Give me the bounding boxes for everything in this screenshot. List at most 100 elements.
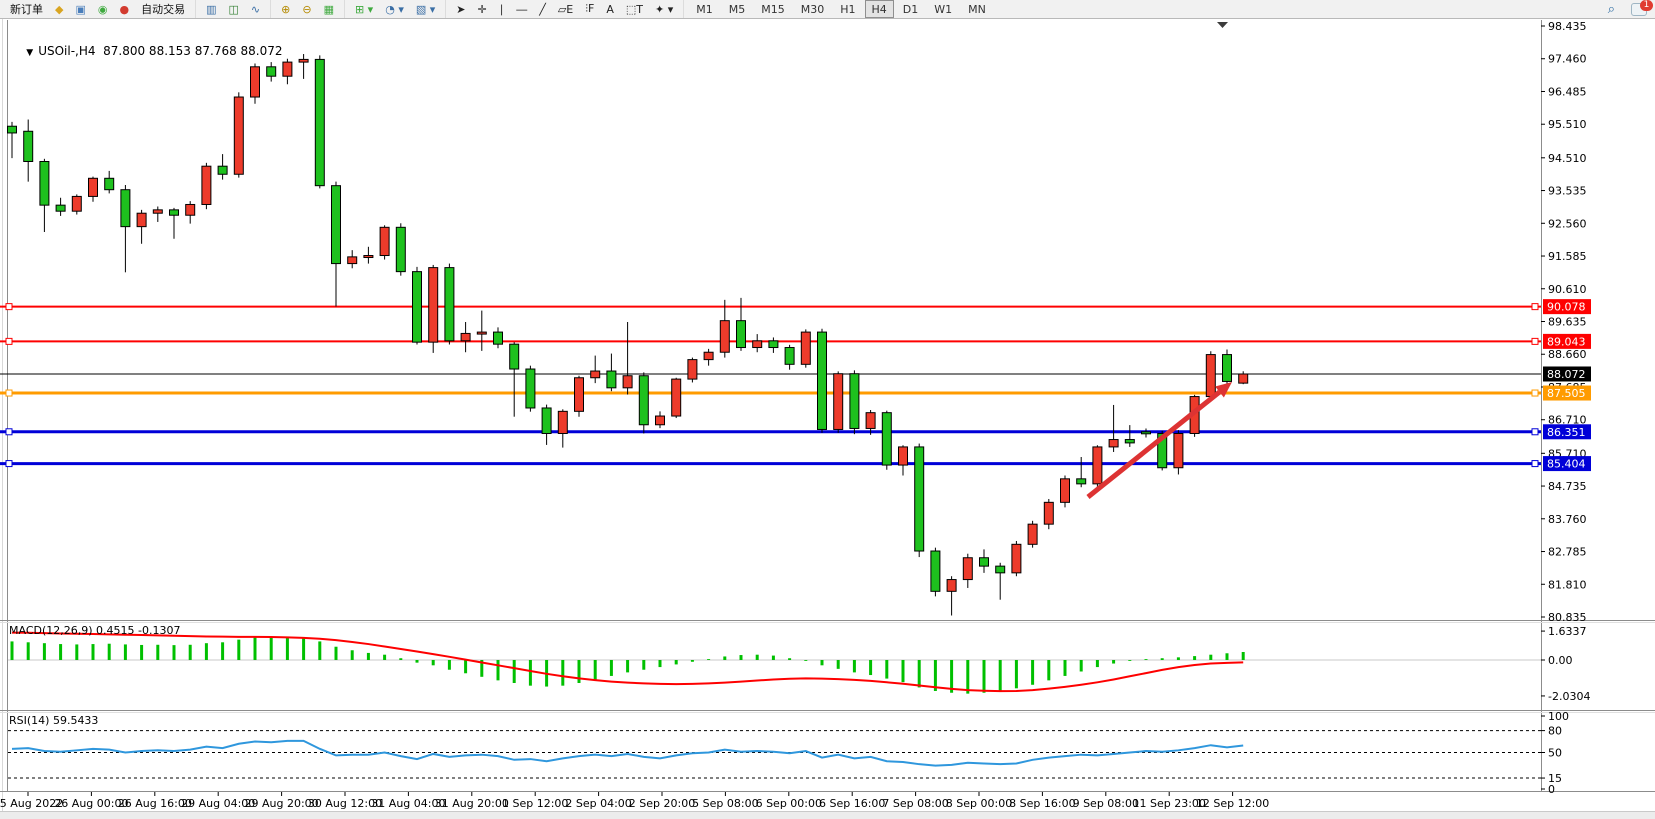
tile-windows-icon[interactable]: ▦ [323,2,334,16]
price-line-tag: 85.404 [1543,456,1591,472]
candle [217,154,228,180]
timeframe-h1[interactable]: H1 [840,2,856,16]
candle [622,322,633,395]
rsi-panel[interactable]: 100 80 50 150 [8,710,1569,796]
profiles-icon[interactable]: ◔ ▾ [385,2,404,16]
price-tick-label: 89.635 [1548,316,1587,329]
rsi-tick-label: 0 [1548,783,1555,796]
timeframe-m5[interactable]: M5 [728,2,746,16]
zoom-in-icon[interactable]: ⊕ [281,2,291,16]
new-order-button[interactable]: 新订单 [10,3,43,16]
candle [331,181,341,307]
timeframe-m15[interactable]: M15 [761,2,785,16]
candle [363,246,374,264]
symbol-title[interactable]: ▼ USOil-,H4 87.800 88.153 87.768 88.072 [11,30,282,72]
timeframe-m1[interactable]: M1 [696,2,713,16]
cursor-icon[interactable]: ➤ [456,2,466,16]
candle [1027,520,1038,548]
candlestick-chart-icon[interactable]: ◫ [228,2,239,16]
line-handle-marker [5,337,13,345]
candle [752,334,763,353]
symbol-dropdown-icon[interactable]: ▼ [26,48,34,58]
text-icon[interactable]: A [606,2,614,16]
text-label-icon[interactable]: ⬚T [625,2,643,16]
svg-text:88.072: 88.072 [1547,368,1586,381]
fibonacci-icon[interactable]: ⫶F [585,2,595,15]
autotrade-icon[interactable]: ● [119,2,130,16]
chart-cup-icon[interactable]: ◆ [55,2,64,16]
candle [250,63,260,104]
rsi-tick-label: 80 [1548,725,1562,738]
candle [136,209,147,244]
line-handle-marker [5,389,13,397]
crosshair-icon[interactable]: ✛ [477,2,487,16]
toolbar-right: ⌕ 1 [1602,0,1655,18]
equidistant-channel-icon[interactable]: ▱E [557,2,574,16]
price-tick-label: 84.735 [1548,480,1587,493]
price-tick-label: 86.710 [1548,414,1587,427]
time-tick-label: 31 Aug 04:00 [371,797,445,810]
candle [39,158,50,233]
macd-indicator-label: MACD(12,26,9) 0.4515 -0.1307 [9,624,181,637]
panel-backgrounds [0,18,1655,819]
line-handle-marker [1531,389,1539,397]
horizontal-line-icon[interactable]: ― [516,2,528,16]
line-chart-icon[interactable]: ∿ [250,2,261,16]
rsi-tick-label: 50 [1548,747,1562,760]
timeframe-m30[interactable]: M30 [800,2,825,16]
time-tick-label: 26 Aug 16:00 [118,797,192,810]
candle [768,337,779,353]
macd-tick-label: 0.00 [1548,654,1573,667]
svg-text:87.505: 87.505 [1547,387,1586,400]
candle [233,92,244,178]
macd-tick-label: 1.6337 [1548,625,1587,638]
search-icon[interactable]: ⌕ [1607,1,1615,17]
notification-badge: 1 [1640,0,1653,11]
market-watch-icon[interactable]: ▣ [75,2,86,16]
trendline-icon[interactable]: ╱ [539,2,546,16]
timeframe-h4[interactable]: H4 [864,0,894,18]
new-chart-icon[interactable]: ⊞ ▾ [354,2,374,16]
price-line-tag: 90.078 [1543,299,1591,315]
signals-icon[interactable]: ◉ [97,2,108,16]
time-tick-label: 1 Sep 12:00 [502,797,568,810]
candle [687,357,698,383]
toolbar-group: ➤ ✛ ∣ ― ╱ ▱E ⫶F A ⬚T ✦ ▾ [445,0,683,18]
chart-frame [0,18,1655,819]
autotrade-button[interactable]: 自动交易 [141,3,186,16]
price-level-lines[interactable] [0,303,1541,468]
toolbar-group: 新订单 ◆ ▣ ◉ ● 自动交易 [0,0,195,18]
candles-layer [7,54,1249,616]
candle [1222,349,1232,387]
notifications-icon[interactable]: 1 [1631,0,1653,16]
candle [314,55,325,189]
price-tick-label: 93.535 [1548,185,1587,198]
vertical-line-icon[interactable]: ∣ [498,2,505,16]
macd-signal-line [11,631,1244,693]
svg-text:85.404: 85.404 [1547,458,1586,471]
candle [736,297,746,351]
price-line-tag: 86.351 [1543,424,1591,440]
macd-panel[interactable]: 1.6337 0.00 -2.0304 [8,625,1590,703]
price-line-tag: 89.043 [1543,333,1591,349]
candle [1238,371,1249,385]
timeframe-w1[interactable]: W1 [934,2,953,16]
zoom-out-icon[interactable]: ⊖ [302,2,312,16]
candle [1205,351,1216,401]
price-tick-label: 98.435 [1548,20,1587,33]
price-axis[interactable]: 98.435 97.460 96.485 95.510 94.510 93.535 92.5… [1541,20,1591,624]
candle [817,328,827,433]
bar-chart-icon[interactable]: ▥ [206,2,217,16]
shapes-icon[interactable]: ✦ ▾ [654,2,674,16]
rsi-line [11,739,1244,767]
timeframe-mn[interactable]: MN [968,2,986,16]
toolbar-group: ⊕ ⊖ ▦ [270,0,344,18]
shift-marker [1217,22,1228,28]
timeframe-d1[interactable]: D1 [902,2,919,16]
candle [71,194,82,215]
candle [1076,456,1087,488]
trend-arrow[interactable] [1086,382,1232,499]
indicators-icon[interactable]: ▧ ▾ [415,2,436,16]
